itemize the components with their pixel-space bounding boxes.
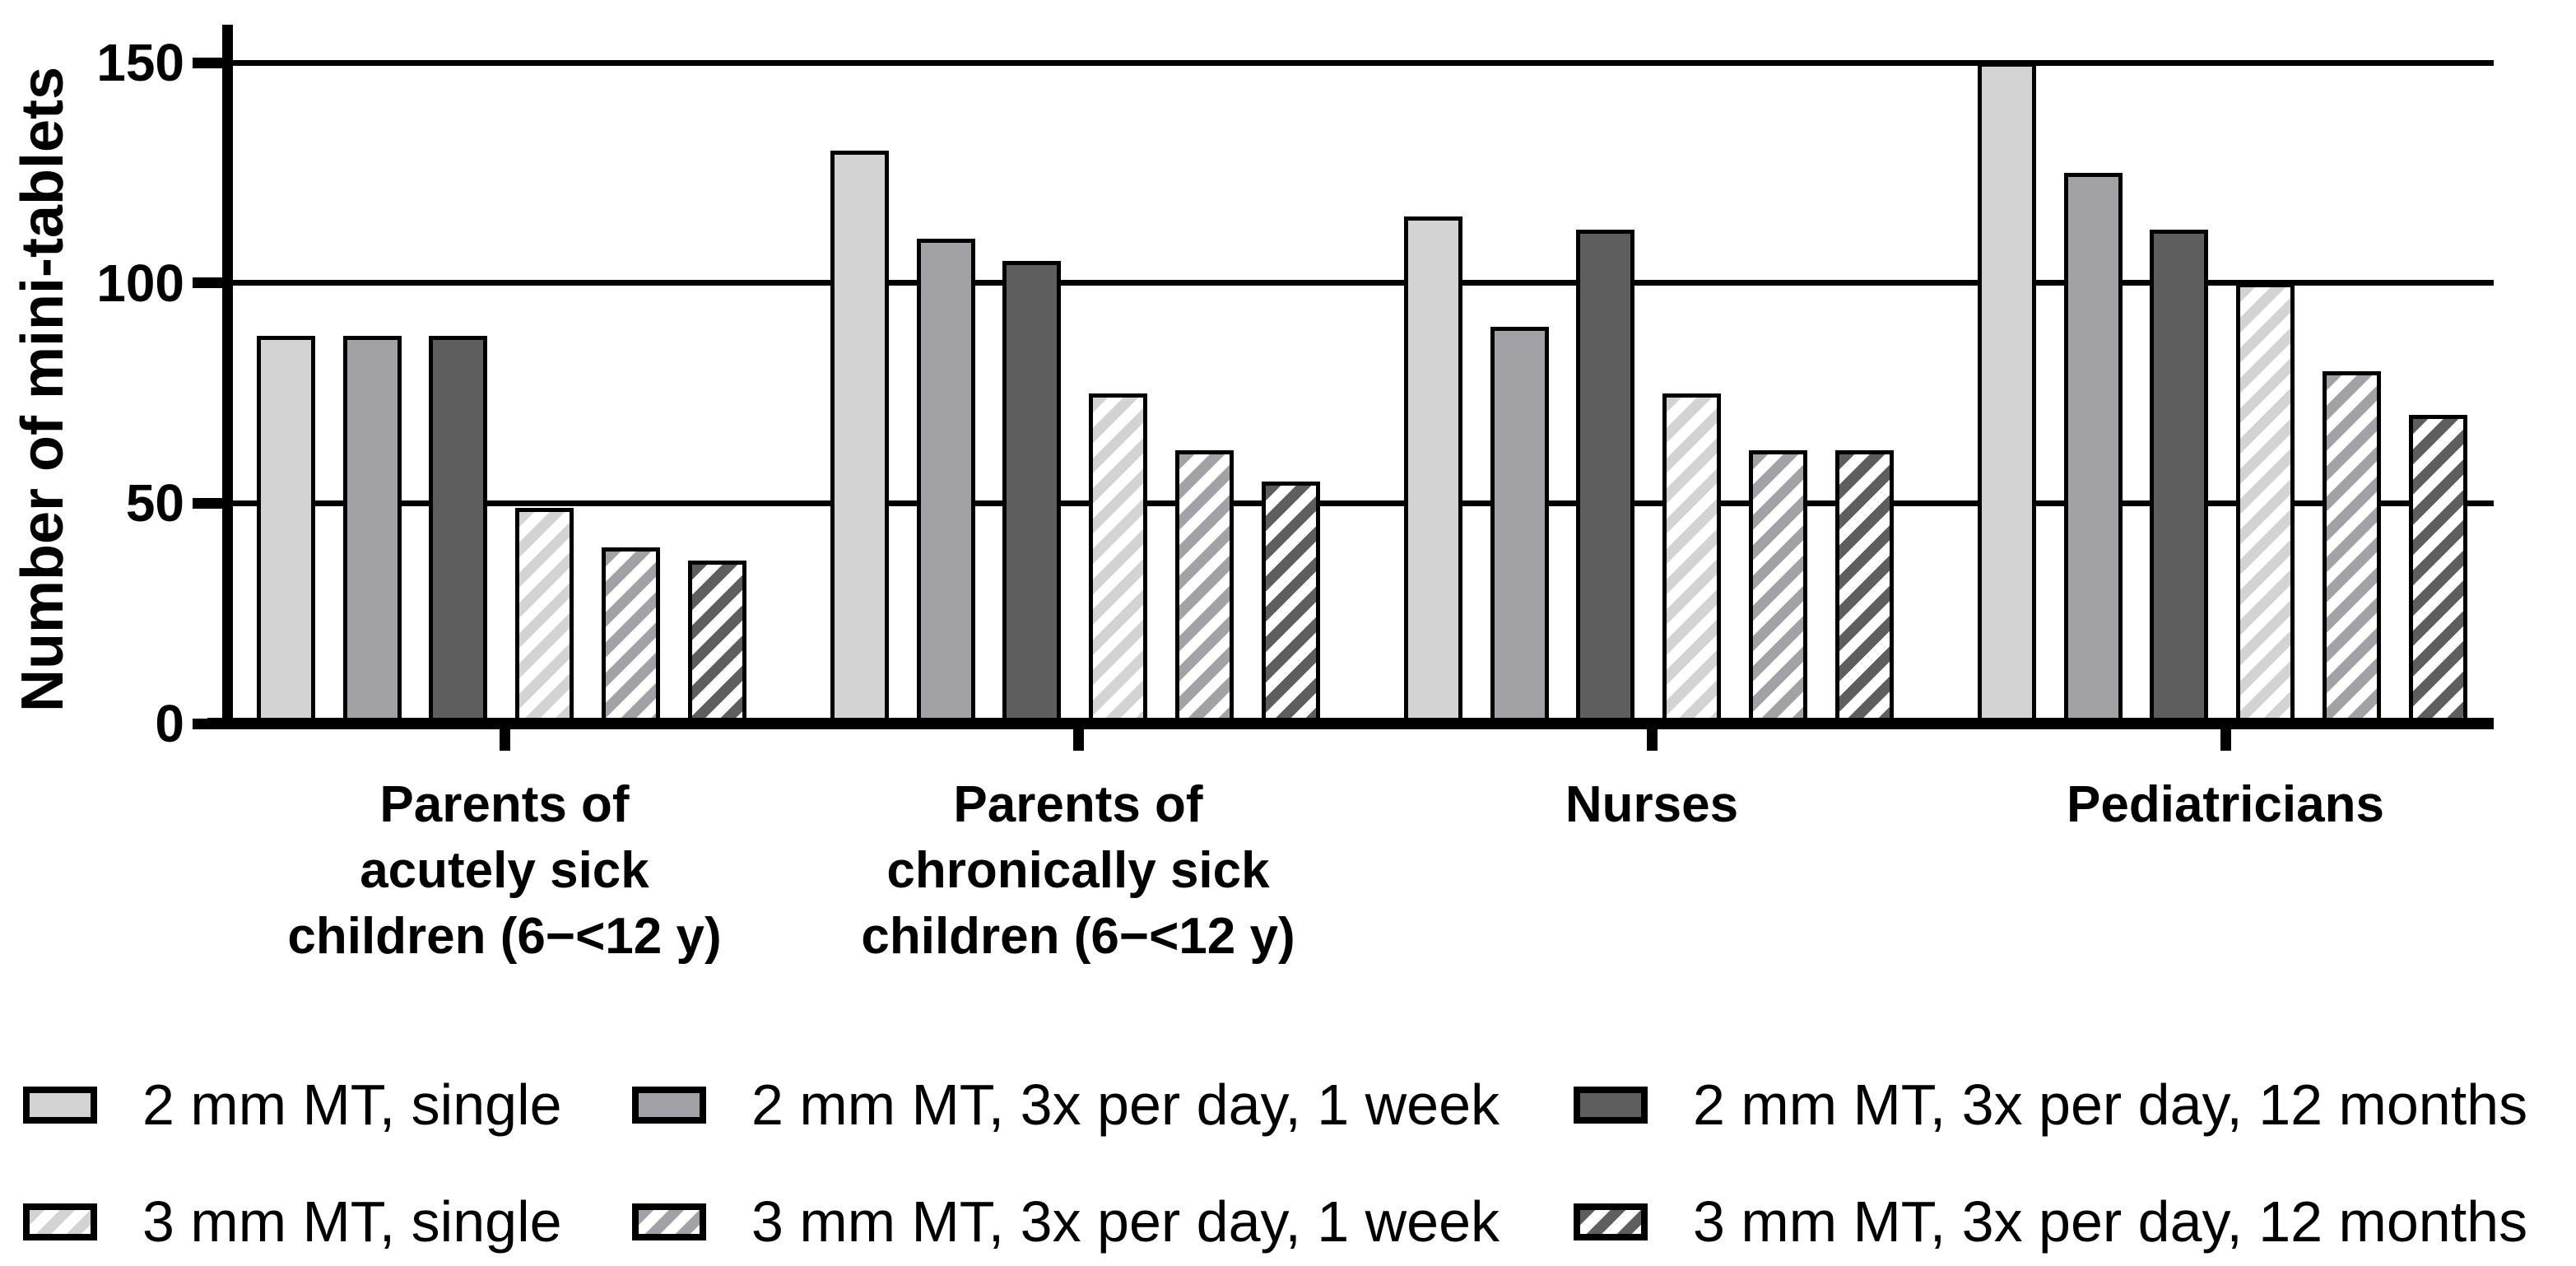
bar-2-mm-mt-3x-per-day-12-months-group2 — [1002, 261, 1061, 722]
x-tick-mark-2 — [1072, 729, 1084, 751]
category-label: Nurses — [1339, 772, 1965, 838]
bar-3-mm-mt-single-group4 — [2236, 283, 2295, 722]
legend-item: 3 mm MT, 3x per day, 1 week — [632, 1185, 1500, 1259]
bar-3-mm-mt-3x-per-day-1-week-group2 — [1175, 450, 1234, 722]
legend-item: 3 mm MT, single — [23, 1185, 562, 1259]
legend-label: 2 mm MT, 3x per day, 1 week — [751, 1073, 1500, 1137]
legend-swatch-hatched — [632, 1203, 706, 1240]
bar-2-mm-mt-single-group4 — [1978, 63, 2036, 722]
category-label-line: chronically sick — [886, 842, 1270, 899]
bar-2-mm-mt-3x-per-day-1-week-group2 — [917, 239, 975, 722]
gridline-150 — [222, 59, 2494, 66]
category-label-line: Parents of — [379, 776, 630, 833]
bar-2-mm-mt-3x-per-day-12-months-group3 — [1576, 230, 1634, 722]
legend-swatch-solid — [23, 1086, 97, 1124]
category-label-line: Pediatricians — [2067, 776, 2384, 833]
gridline-100 — [222, 280, 2494, 286]
y-tick-mark-150 — [193, 57, 222, 68]
x-axis-baseline — [207, 718, 2494, 729]
category-label: Parents of chronically sick children (6−<1… — [765, 772, 1391, 970]
y-tick-label-100: 100 — [96, 253, 184, 313]
bar-2-mm-mt-3x-per-day-12-months-group1 — [429, 336, 487, 722]
bar-2-mm-mt-3x-per-day-1-week-group3 — [1490, 327, 1549, 722]
y-axis-spine — [222, 25, 233, 729]
y-tick-mark-50 — [193, 497, 222, 509]
legend-item: 2 mm MT, 3x per day, 1 week — [632, 1068, 1500, 1142]
legend-label: 3 mm MT, 3x per day, 12 months — [1693, 1189, 2528, 1254]
bar-3-mm-mt-3x-per-day-1-week-group3 — [1749, 450, 1807, 722]
category-label: Pediatricians — [1913, 772, 2538, 838]
bar-3-mm-mt-3x-per-day-1-week-group1 — [602, 547, 660, 722]
category-label-line: acutely sick — [360, 842, 649, 899]
y-tick-label-50: 50 — [125, 473, 184, 533]
bar-2-mm-mt-single-group1 — [257, 336, 315, 722]
bar-2-mm-mt-single-group2 — [830, 151, 889, 722]
legend-item: 3 mm MT, 3x per day, 12 months — [1574, 1185, 2527, 1259]
category-label-line: Parents of — [953, 776, 1203, 833]
y-tick-label-0: 0 — [155, 694, 184, 753]
legend-swatch-solid — [1574, 1086, 1648, 1124]
bar-3-mm-mt-3x-per-day-1-week-group4 — [2323, 371, 2381, 722]
bar-3-mm-mt-3x-per-day-12-months-group1 — [688, 561, 746, 722]
y-tick-mark-100 — [193, 277, 222, 289]
legend-swatch-hatched — [23, 1203, 97, 1240]
bar-2-mm-mt-3x-per-day-1-week-group1 — [343, 336, 402, 722]
gridline-50 — [222, 500, 2494, 506]
y-tick-label-150: 150 — [96, 33, 184, 92]
bar-3-mm-mt-3x-per-day-12-months-group2 — [1262, 482, 1320, 722]
bar-2-mm-mt-3x-per-day-1-week-group4 — [2064, 173, 2123, 722]
legend-label: 3 mm MT, single — [142, 1189, 562, 1254]
legend-item: 2 mm MT, 3x per day, 12 months — [1574, 1068, 2527, 1142]
legend-label: 2 mm MT, single — [142, 1073, 562, 1137]
bar-3-mm-mt-3x-per-day-12-months-group3 — [1835, 450, 1894, 722]
legend-swatch-solid — [632, 1086, 706, 1124]
bar-3-mm-mt-single-group3 — [1662, 393, 1721, 722]
category-label-line: children (6−<12 y) — [861, 908, 1295, 965]
bar-2-mm-mt-3x-per-day-12-months-group4 — [2150, 230, 2208, 722]
x-tick-mark-1 — [499, 729, 510, 751]
legend-label: 3 mm MT, 3x per day, 1 week — [751, 1189, 1500, 1254]
bar-2-mm-mt-single-group3 — [1404, 216, 1462, 722]
bar-3-mm-mt-single-group2 — [1089, 393, 1147, 722]
category-label-line: children (6−<12 y) — [287, 908, 722, 965]
legend-item: 2 mm MT, single — [23, 1068, 562, 1142]
category-label: Parents of acutely sick children (6−<12 y) — [192, 772, 817, 970]
legend-swatch-hatched — [1574, 1203, 1648, 1240]
bar-3-mm-mt-single-group1 — [515, 508, 574, 722]
category-label-line: Nurses — [1565, 776, 1739, 833]
x-tick-mark-3 — [1646, 729, 1658, 751]
legend-label: 2 mm MT, 3x per day, 12 months — [1693, 1073, 2528, 1137]
x-tick-mark-4 — [2220, 729, 2231, 751]
bar-3-mm-mt-3x-per-day-12-months-group4 — [2409, 415, 2467, 722]
